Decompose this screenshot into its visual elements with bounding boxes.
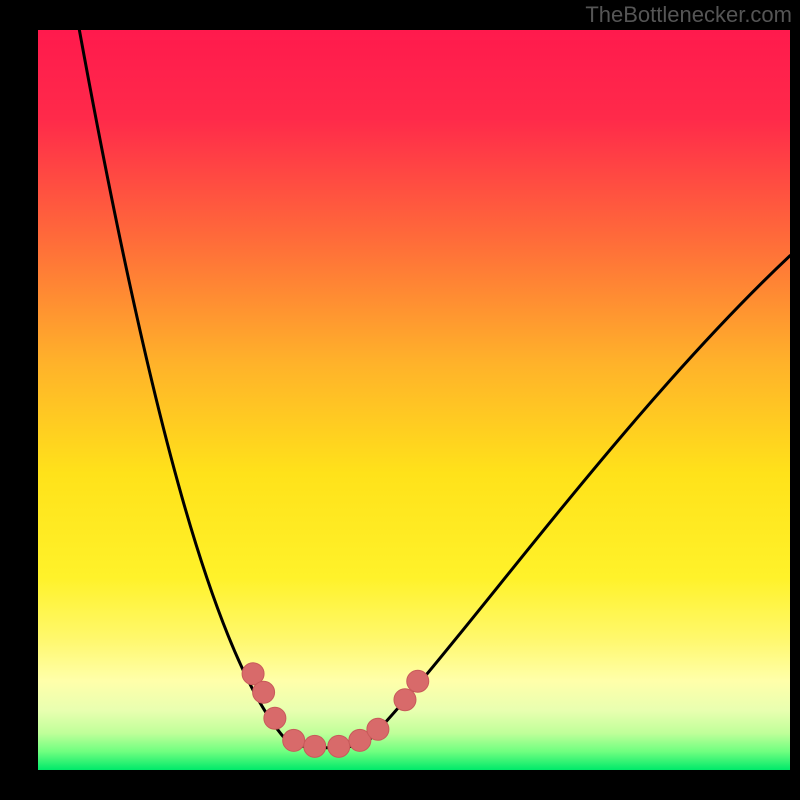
markers-group <box>242 663 429 758</box>
marker-dot <box>328 735 350 757</box>
v-curve-path <box>79 30 790 748</box>
marker-dot <box>304 735 326 757</box>
marker-dot <box>264 707 286 729</box>
watermark-text: TheBottlenecker.com <box>585 2 792 28</box>
marker-dot <box>253 681 275 703</box>
marker-dot <box>394 689 416 711</box>
plot-area <box>38 30 790 770</box>
marker-dot <box>407 670 429 692</box>
marker-dot <box>367 718 389 740</box>
marker-dot <box>283 729 305 751</box>
curve-layer <box>38 30 790 770</box>
